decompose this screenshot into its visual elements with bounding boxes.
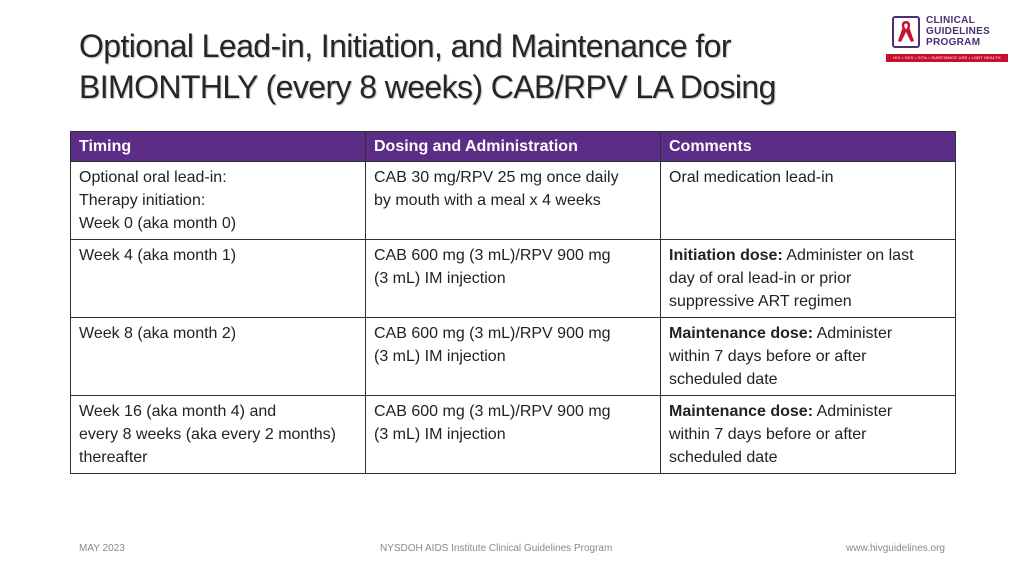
table-row: Week 4 (aka month 1) CAB 600 mg (3 mL)/R… [70,239,956,318]
header-dosing: Dosing and Administration [365,131,661,162]
slide-title-line2: BIMONTHLY (every 8 weeks) CAB/RPV LA Dos… [79,69,776,105]
comment-line: Administer on last [782,247,914,264]
dosing-cell: CAB 600 mg (3 mL)/RPV 900 mg (3 mL) IM i… [365,395,661,474]
table-row: Week 16 (aka month 4) and every 8 weeks … [70,395,956,474]
dosing-line: (3 mL) IM injection [374,426,506,443]
dosing-line: by mouth with a meal x 4 weeks [374,192,601,209]
comment-line: within 7 days before or after [669,426,867,443]
comment-label: Initiation dose: [669,247,783,264]
logo-line2: GUIDELINES [926,26,991,37]
dosing-cell: CAB 600 mg (3 mL)/RPV 900 mg (3 mL) IM i… [365,239,661,318]
slide-title: Optional Lead-in, Initiation, and Mainte… [79,26,859,108]
logo-text: CLINICAL GUIDELINES PROGRAM [926,15,990,48]
comment-line: within 7 days before or after [669,348,867,365]
comment-label: Maintenance dose: [669,403,814,420]
header-comments: Comments [660,131,956,162]
footer-date: MAY 2023 [79,543,125,554]
dosing-line: CAB 600 mg (3 mL)/RPV 900 mg [374,247,611,264]
header-timing: Timing [70,131,366,162]
logo-line3: PROGRAM [926,37,981,48]
comment-cell: Maintenance dose: Administer within 7 da… [660,317,956,396]
timing-cell: Week 8 (aka month 2) [70,317,366,396]
dosing-line: (3 mL) IM injection [374,348,506,365]
dosing-cell: CAB 30 mg/RPV 25 mg once daily by mouth … [365,161,661,240]
dosing-table: Timing Dosing and Administration Comment… [70,131,956,474]
comment-label: Maintenance dose: [669,325,814,342]
dosing-line: CAB 30 mg/RPV 25 mg once daily [374,169,619,186]
comment-line: Administer [813,325,893,342]
comment-line: scheduled date [669,371,778,388]
footer-url: www.hivguidelines.org [846,543,945,554]
comment-line: Administer [813,403,893,420]
timing-line: Therapy initiation: [79,192,206,209]
comment-line: scheduled date [669,449,778,466]
logo-frame [892,16,920,48]
dosing-line: (3 mL) IM injection [374,270,506,287]
dosing-line: CAB 600 mg (3 mL)/RPV 900 mg [374,325,611,342]
timing-cell: Week 16 (aka month 4) and every 8 weeks … [70,395,366,474]
timing-line: Week 16 (aka month 4) and [79,403,277,420]
logo-tagline: HIV • HCV • STIs • SUBSTANCE USE • LGBT … [886,54,1008,62]
timing-line: Week 0 (aka month 0) [79,215,237,232]
timing-line: every 8 weeks (aka every 2 months) [79,426,336,443]
timing-cell: Optional oral lead-in: Therapy initiatio… [70,161,366,240]
timing-cell: Week 4 (aka month 1) [70,239,366,318]
dosing-cell: CAB 600 mg (3 mL)/RPV 900 mg (3 mL) IM i… [365,317,661,396]
red-ribbon-icon [898,21,914,42]
table-row: Optional oral lead-in: Therapy initiatio… [70,161,956,240]
dosing-line: CAB 600 mg (3 mL)/RPV 900 mg [374,403,611,420]
slide-title-line1: Optional Lead-in, Initiation, and Mainte… [79,28,732,64]
comment-line: suppressive ART regimen [669,293,852,310]
clinical-guidelines-logo: CLINICAL GUIDELINES PROGRAM HIV • HCV • … [886,14,1008,64]
comment-line: day of oral lead-in or prior [669,270,852,287]
timing-line: Week 4 (aka month 1) [79,247,237,264]
timing-line: Week 8 (aka month 2) [79,325,237,342]
comment-line: Oral medication lead-in [669,169,834,186]
table-row: Week 8 (aka month 2) CAB 600 mg (3 mL)/R… [70,317,956,396]
comment-cell: Initiation dose: Administer on last day … [660,239,956,318]
timing-line: thereafter [79,449,148,466]
footer-org: NYSDOH AIDS Institute Clinical Guideline… [380,543,613,554]
logo-line1: CLINICAL [926,15,976,26]
comment-cell: Oral medication lead-in [660,161,956,240]
comment-cell: Maintenance dose: Administer within 7 da… [660,395,956,474]
timing-line: Optional oral lead-in: [79,169,227,186]
table-header-row: Timing Dosing and Administration Comment… [70,131,956,162]
